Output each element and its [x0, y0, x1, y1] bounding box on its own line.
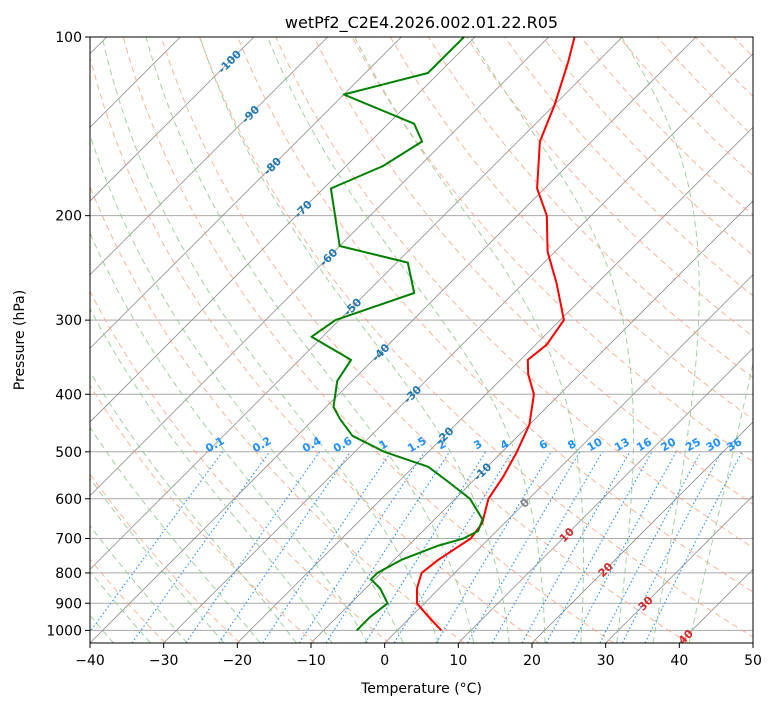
y-tick-label: 300 [55, 313, 82, 329]
y-tick-label: 400 [55, 387, 82, 403]
x-tick-label: 0 [380, 653, 389, 669]
x-tick-label: −10 [296, 653, 326, 669]
y-tick-label: 1000 [46, 623, 82, 639]
x-tick-label: −20 [223, 653, 253, 669]
x-tick-label: −40 [75, 653, 105, 669]
y-tick-label: 800 [55, 566, 82, 582]
y-axis-label: Pressure (hPa) [12, 290, 28, 390]
x-axis-label: Temperature (°C) [360, 681, 482, 697]
y-tick-label: 200 [55, 209, 82, 225]
x-tick-label: −30 [149, 653, 179, 669]
y-tick-label: 600 [55, 492, 82, 508]
x-tick-label: 20 [523, 653, 541, 669]
x-tick-label: 30 [597, 653, 615, 669]
x-tick-label: 40 [670, 653, 688, 669]
chart-title: wetPf2_C2E4.2026.002.01.22.R05 [285, 13, 558, 33]
x-tick-label: 10 [449, 653, 467, 669]
y-tick-label: 500 [55, 445, 82, 461]
y-tick-label: 700 [55, 532, 82, 548]
y-tick-label: 900 [55, 596, 82, 612]
y-tick-label: 100 [55, 30, 82, 46]
x-tick-label: 50 [744, 653, 762, 669]
